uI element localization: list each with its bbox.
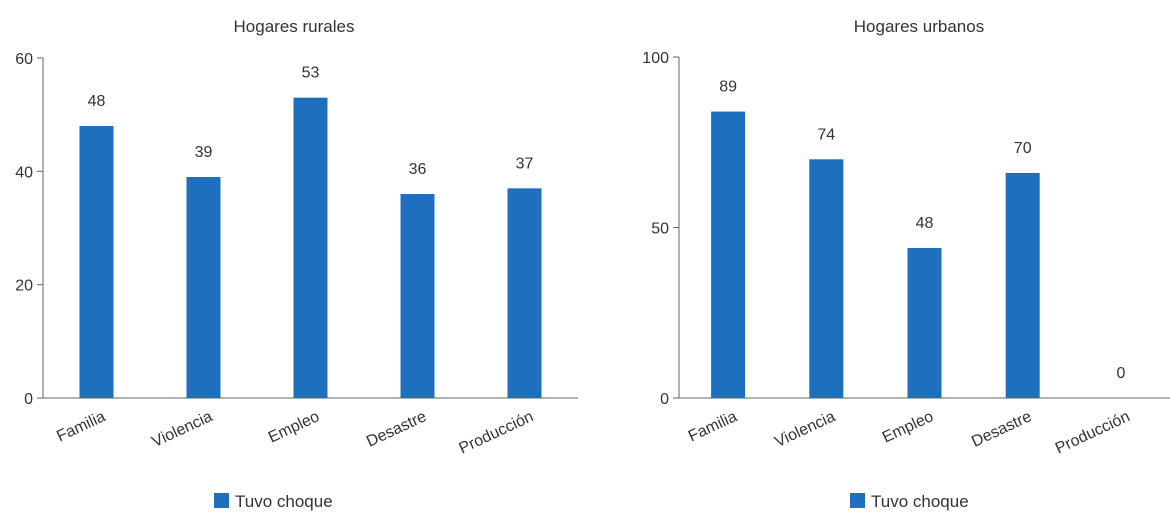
bar-empleo: [293, 97, 328, 399]
bar-familia: [79, 126, 114, 398]
y-tick-label: 50: [651, 221, 669, 238]
chart-title: Hogares urbanos: [854, 17, 984, 36]
category-label: Violencia: [149, 408, 215, 451]
bar-desastre: [1005, 172, 1040, 398]
y-tick-label: 60: [15, 51, 33, 68]
bar-familia: [711, 111, 746, 398]
legend-label: Tuvo choque: [871, 492, 969, 511]
chart-rural: Hogares rurales 0 20 40 60 48 Familia 39 Violenc…: [15, 17, 578, 511]
data-label: 48: [88, 93, 106, 110]
legend-swatch: [850, 493, 865, 508]
bar-desastre: [400, 194, 435, 398]
category-label: Producción: [1053, 408, 1133, 457]
category-label: Violencia: [772, 408, 838, 451]
y-tick-label: 100: [642, 50, 669, 67]
bar-violencia: [186, 177, 221, 398]
data-label: 53: [302, 65, 320, 82]
data-label: 39: [195, 144, 213, 161]
data-label: 70: [1014, 140, 1032, 157]
bar-empleo: [907, 247, 942, 398]
data-label: 89: [719, 79, 737, 96]
data-label: 0: [1116, 365, 1125, 382]
chart-urban: Hogares urbanos 0 50 100 89 Familia 74 Violenci…: [642, 17, 1170, 511]
legend: Tuvo choque: [214, 492, 333, 511]
category-label: Empleo: [880, 408, 936, 446]
data-label: 36: [409, 161, 427, 178]
legend-label: Tuvo choque: [235, 492, 333, 511]
y-tick-label: 0: [660, 391, 669, 408]
chart-title: Hogares rurales: [234, 17, 355, 36]
legend: Tuvo choque: [850, 492, 969, 511]
y-tick-label: 0: [24, 391, 33, 408]
data-label: 37: [516, 155, 534, 172]
bar-producción: [507, 188, 542, 398]
category-label: Producción: [456, 408, 536, 457]
category-label: Empleo: [266, 408, 322, 446]
category-label: Desastre: [969, 408, 1034, 451]
category-label: Familia: [54, 408, 108, 445]
data-label: 74: [817, 126, 835, 143]
legend-swatch: [214, 493, 229, 508]
category-label: Familia: [686, 408, 740, 445]
bar-violencia: [809, 159, 844, 398]
y-tick-label: 40: [15, 164, 33, 181]
data-label: 48: [916, 215, 934, 232]
y-tick-label: 20: [15, 278, 33, 295]
category-label: Desastre: [364, 408, 429, 451]
